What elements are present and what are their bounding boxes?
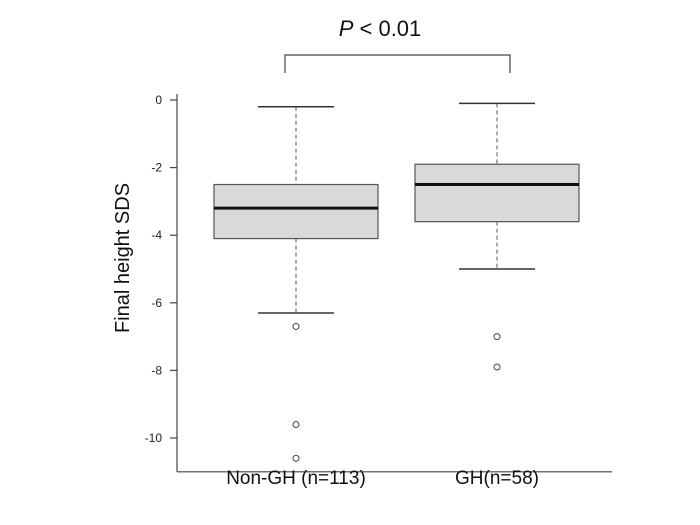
- y-axis: [176, 94, 612, 473]
- box-non-gh: [213, 106, 379, 462]
- y-tick-label: -2: [151, 161, 162, 175]
- y-tick-label: -8: [151, 363, 162, 377]
- boxes: [213, 102, 580, 462]
- box-gh: [414, 102, 580, 371]
- p-value: < 0.01: [353, 16, 421, 41]
- category-label: GH(n=58): [455, 468, 539, 489]
- outlier-point: [292, 454, 300, 462]
- category-labels: Non-GH (n=113) GH(n=58): [226, 468, 539, 489]
- y-tick-label: -6: [151, 296, 162, 310]
- y-axis-title: Final height SDS: [112, 183, 134, 333]
- outlier-point: [493, 363, 501, 371]
- significance-annotation: P < 0.01: [284, 16, 511, 73]
- iqr-box: [414, 163, 580, 223]
- y-tick-label: -4: [151, 228, 162, 242]
- outlier-point: [493, 333, 501, 341]
- outlier-point: [292, 420, 300, 428]
- outlier-point: [292, 322, 300, 330]
- p-value-label: P < 0.01: [339, 16, 422, 41]
- p-symbol: P: [339, 16, 354, 41]
- y-ticks: 0 -2 -4 -6 -8 -10: [145, 93, 177, 445]
- significance-bracket: [284, 54, 511, 73]
- y-tick-label: 0: [155, 93, 162, 107]
- y-tick-label: -10: [145, 431, 163, 445]
- category-label: Non-GH (n=113): [226, 468, 366, 489]
- iqr-box: [213, 183, 379, 240]
